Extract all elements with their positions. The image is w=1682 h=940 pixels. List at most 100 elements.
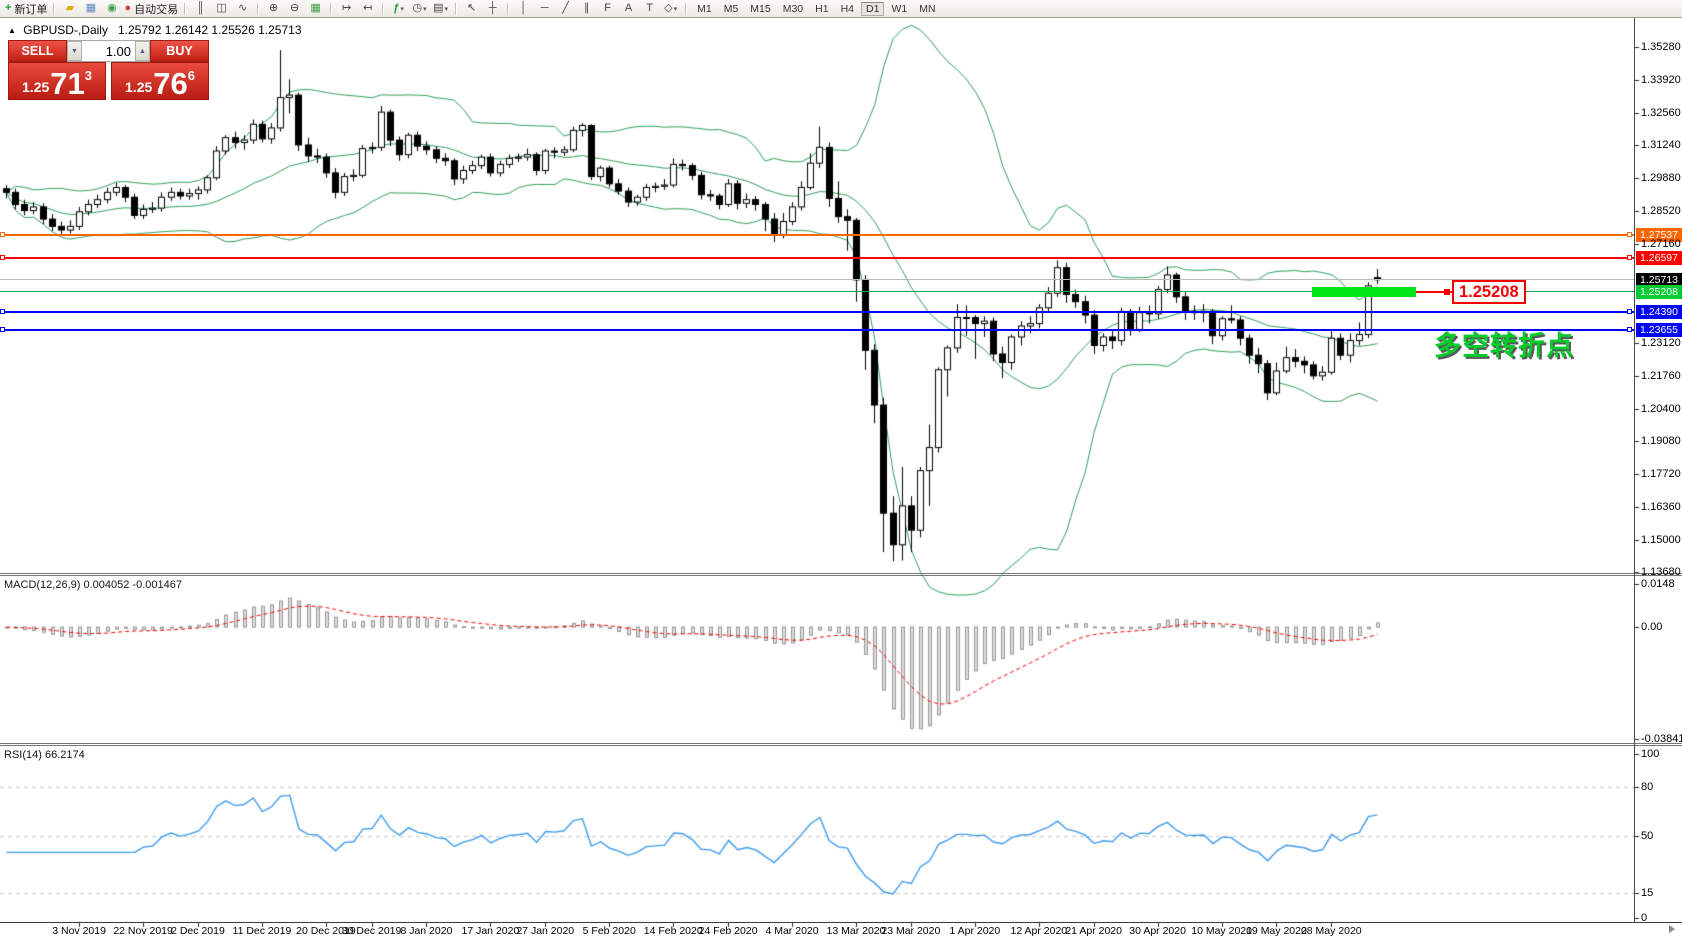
support-line-1-handle[interactable] bbox=[0, 308, 5, 314]
timeframe-m1[interactable]: M1 bbox=[697, 2, 712, 15]
rsi-axis-label: 15 bbox=[1641, 887, 1654, 900]
dropdown-caret-icon: ▾ bbox=[423, 5, 427, 13]
tile-windows-button[interactable]: ▦ bbox=[305, 1, 326, 16]
candlestick-chart-button[interactable]: ◫ bbox=[211, 1, 232, 16]
buy-price-button[interactable]: 1.25 76 6 bbox=[111, 62, 209, 100]
cursor-button[interactable]: ↖ bbox=[461, 1, 482, 16]
autotrade-icon: ● bbox=[124, 2, 132, 14]
macd-axis-label: -0.038415 bbox=[1641, 733, 1682, 745]
zoom-out-button[interactable]: ⊖ bbox=[284, 1, 305, 16]
templates-button[interactable]: ▤ ▾ bbox=[430, 1, 451, 16]
bar-chart-button[interactable]: ║ bbox=[190, 1, 211, 16]
autotrade-button[interactable]: ● 自动交易 bbox=[122, 1, 180, 16]
toolbar-separator bbox=[257, 2, 260, 15]
price-callout-label[interactable]: 1.25208 bbox=[1452, 280, 1526, 304]
volume-increase-button[interactable]: ▲ bbox=[135, 41, 150, 61]
dropdown-caret-icon: ▾ bbox=[400, 5, 404, 13]
highlighter-button[interactable]: ▰ bbox=[59, 1, 80, 16]
date-label: 10 May 2020 bbox=[1191, 925, 1252, 937]
line-chart-icon: ∿ bbox=[237, 2, 248, 14]
resistance-line-1-price-tag: 1.27537 bbox=[1636, 228, 1682, 243]
volume-input[interactable]: 1.00 bbox=[105, 44, 131, 59]
timeframe-h4[interactable]: H4 bbox=[840, 2, 855, 15]
trendline-icon: ╱ bbox=[562, 2, 569, 14]
buy-button[interactable]: BUY bbox=[150, 40, 209, 62]
sell-button[interactable]: SELL bbox=[8, 40, 67, 62]
price-tick-label: 1.23120 bbox=[1641, 336, 1681, 349]
resistance-line-1-handle[interactable] bbox=[1627, 232, 1632, 238]
timeframe-h1[interactable]: H1 bbox=[815, 2, 829, 15]
date-label: 24 Feb 2020 bbox=[698, 925, 758, 937]
toolbar-separator bbox=[685, 2, 688, 15]
rsi-axis-label: 50 bbox=[1641, 830, 1654, 842]
fibonacci-button[interactable]: F bbox=[597, 1, 618, 16]
timeframe-m15[interactable]: M15 bbox=[750, 2, 771, 15]
support-line-1-handle[interactable] bbox=[1627, 308, 1632, 314]
sell-price-button[interactable]: 1.25 71 3 bbox=[8, 62, 106, 100]
sell-price-pips: 71 bbox=[50, 66, 85, 102]
turning-point-note[interactable]: 多空转折点 bbox=[1434, 331, 1574, 361]
price-tick-label: 1.33920 bbox=[1641, 74, 1681, 87]
resistance-line-1[interactable] bbox=[0, 234, 1634, 237]
tile-windows-icon: ▦ bbox=[310, 2, 321, 14]
vertical-line-button[interactable]: │ bbox=[513, 1, 534, 16]
bid-price-line[interactable] bbox=[0, 279, 1634, 281]
text-icon: A bbox=[624, 2, 633, 14]
timeframe-d1[interactable]: D1 bbox=[861, 1, 885, 16]
toolbar-separator bbox=[184, 2, 187, 15]
timeframe-m5[interactable]: M5 bbox=[723, 2, 739, 15]
periods-button[interactable]: ◷ ▾ bbox=[409, 1, 430, 16]
arrows-button[interactable]: ◇ ▾ bbox=[660, 1, 681, 16]
chart-title: ▲ GBPUSD-,Daily 1.25792 1.26142 1.25526 … bbox=[8, 23, 302, 37]
price-tick-label: 1.27160 bbox=[1641, 238, 1681, 251]
line-chart-button[interactable]: ∿ bbox=[232, 1, 253, 16]
toolbar-separator bbox=[382, 2, 385, 15]
date-label: 11 Dec 2019 bbox=[232, 925, 292, 937]
new-order-button[interactable]: + 新订单 bbox=[3, 1, 49, 16]
timeframe-m30[interactable]: M30 bbox=[782, 2, 804, 15]
zoom-out-icon: ⊖ bbox=[289, 2, 300, 14]
price-tick-label: 1.15000 bbox=[1641, 533, 1681, 546]
horizontal-line-button[interactable]: ─ bbox=[534, 1, 555, 16]
date-label: 30 Dec 2019 bbox=[341, 925, 402, 937]
text-label-button[interactable]: T bbox=[639, 1, 660, 16]
support-line-2-handle[interactable] bbox=[0, 326, 5, 332]
timeframe-mn[interactable]: MN bbox=[919, 2, 936, 15]
dropdown-caret-icon: ▾ bbox=[673, 5, 678, 13]
timeframe-w1[interactable]: W1 bbox=[891, 2, 908, 15]
resistance-line-1-handle[interactable] bbox=[0, 232, 5, 238]
date-label: 13 Mar 2020 bbox=[826, 925, 886, 937]
zoom-in-button[interactable]: ⊕ bbox=[263, 1, 284, 16]
chart-shift-end-button[interactable] bbox=[1669, 925, 1675, 933]
date-label: 22 Nov 2019 bbox=[113, 925, 173, 937]
resistance-line-2-handle[interactable] bbox=[1627, 255, 1632, 261]
callout-handle[interactable] bbox=[1444, 289, 1450, 295]
support-line-2-handle[interactable] bbox=[1627, 326, 1632, 332]
text-button[interactable]: A bbox=[618, 1, 639, 16]
resistance-line-2-handle[interactable] bbox=[0, 255, 5, 261]
buy-price-point: 6 bbox=[187, 68, 195, 83]
pivot-line-price-tag: 1.25208 bbox=[1636, 284, 1682, 299]
new-order-icon: + bbox=[5, 2, 12, 14]
equidistant-channel-button[interactable]: ∥ bbox=[576, 1, 597, 16]
dropdown-caret-icon: ▾ bbox=[444, 5, 449, 13]
profiles-button[interactable]: ▦ bbox=[80, 1, 101, 16]
rsi-axis-label: 0 bbox=[1641, 912, 1648, 924]
market-watch-button[interactable]: ◉ bbox=[101, 1, 122, 16]
support-line-1[interactable] bbox=[0, 310, 1634, 313]
pivot-highlight-bar[interactable] bbox=[1312, 287, 1416, 297]
indicators-add-button[interactable]: ƒ ▾ bbox=[388, 1, 409, 16]
date-label: 1 Apr 2020 bbox=[949, 925, 1001, 937]
resistance-line-2[interactable] bbox=[0, 257, 1634, 260]
resistance-line-2-price-tag: 1.26597 bbox=[1636, 251, 1682, 266]
date-label: 14 Feb 2020 bbox=[643, 925, 703, 937]
trendline-button[interactable]: ╱ bbox=[555, 1, 576, 16]
crosshair-button[interactable]: ┼ bbox=[482, 1, 503, 16]
chart-shift-button[interactable]: ↤ bbox=[357, 1, 378, 16]
support-line-2[interactable] bbox=[0, 328, 1634, 331]
volume-decrease-button[interactable]: ▼ bbox=[67, 41, 82, 61]
pivot-line[interactable] bbox=[0, 291, 1634, 293]
auto-scroll-button[interactable]: ↦ bbox=[336, 1, 357, 16]
